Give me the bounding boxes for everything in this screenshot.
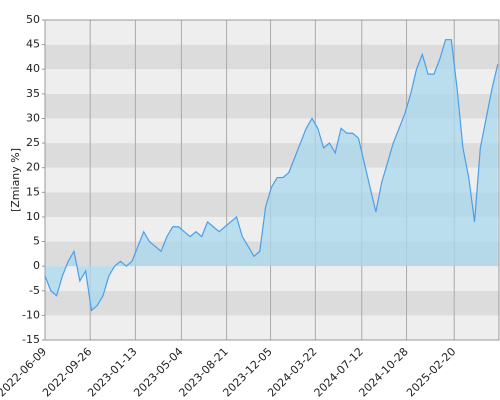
y-tick-label: 0 xyxy=(33,259,40,272)
y-tick-label: -15 xyxy=(22,333,40,346)
grid-band xyxy=(45,44,499,70)
grid-band xyxy=(45,266,499,291)
y-tick-label: 5 xyxy=(33,235,40,248)
area-fill xyxy=(45,39,498,311)
y-tick-label: 25 xyxy=(26,136,40,149)
y-tick-label: 20 xyxy=(26,161,40,174)
y-tick-label: -5 xyxy=(29,284,40,297)
grid-band xyxy=(45,290,499,316)
x-tick-label: 2025-02-20 xyxy=(404,345,458,399)
y-axis-label: [Zmiany %] xyxy=(9,148,22,212)
grid-band xyxy=(45,20,499,45)
y-tick-label: -10 xyxy=(22,308,40,321)
area-line xyxy=(44,39,499,312)
y-tick-label: 30 xyxy=(26,111,40,124)
y-tick-label: 15 xyxy=(26,185,40,198)
y-tick-label: 35 xyxy=(26,87,40,100)
grid-band xyxy=(45,315,499,340)
y-tick-label: 45 xyxy=(26,38,40,51)
plot-frame xyxy=(44,19,500,341)
y-tick-label: 50 xyxy=(26,13,40,26)
y-tick-label: 40 xyxy=(26,62,40,75)
y-tick-label: 10 xyxy=(26,210,40,223)
